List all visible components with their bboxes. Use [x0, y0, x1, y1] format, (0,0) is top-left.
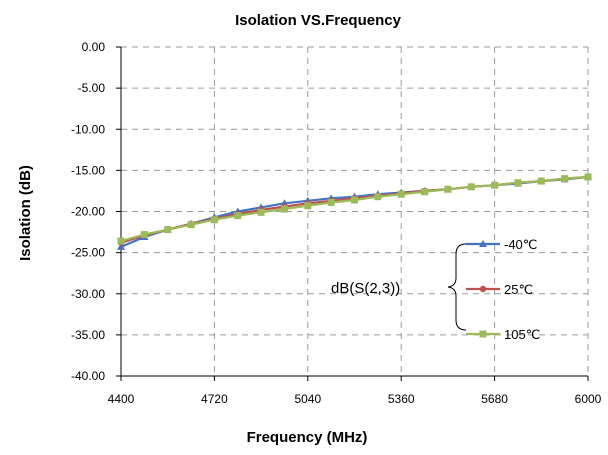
legend-brace — [447, 243, 467, 331]
y-tick-label: 0.00 — [82, 40, 106, 54]
data-point — [140, 231, 148, 239]
series-3 — [117, 173, 592, 245]
x-tick-label: 5360 — [388, 392, 415, 406]
x-tick-label: 4720 — [201, 392, 228, 406]
y-tick-label: -20.00 — [71, 205, 105, 219]
data-point — [351, 196, 358, 204]
series-line — [120, 175, 589, 244]
data-point — [327, 198, 335, 206]
data-point — [234, 212, 242, 220]
data-point — [164, 226, 172, 234]
y-tick-label: -40.00 — [71, 369, 105, 383]
data-point — [561, 175, 569, 183]
y-tick-label: -10.00 — [71, 122, 105, 136]
x-tick-label: 6000 — [575, 392, 602, 406]
data-point — [210, 216, 218, 224]
data-point — [514, 179, 522, 187]
data-point — [280, 205, 288, 213]
legend-item: 25℃ — [466, 282, 533, 297]
data-point — [467, 183, 475, 191]
legend: dB(S(2,3)) -40℃ 25℃ 105℃ — [331, 237, 540, 342]
data-point — [117, 237, 125, 245]
legend-item: -40℃ — [466, 237, 537, 252]
y-axis-title: Isolation (dB) — [17, 165, 34, 261]
legend-marker — [479, 285, 487, 293]
data-point — [117, 242, 125, 250]
y-tick-label: -35.00 — [71, 328, 105, 342]
data-point — [304, 202, 312, 210]
series — [117, 172, 592, 250]
data-point — [374, 193, 382, 201]
legend-item: 105℃ — [466, 327, 540, 342]
data-point — [397, 190, 405, 198]
data-point — [584, 173, 592, 181]
y-tick-label: -15.00 — [71, 163, 105, 177]
x-tick-label: 5680 — [481, 392, 508, 406]
data-point — [257, 208, 265, 216]
legend-group-label: dB(S(2,3)) — [331, 280, 400, 297]
data-point — [187, 221, 195, 229]
y-tick-label: -5.00 — [78, 81, 106, 95]
grid — [121, 46, 589, 376]
y-tick-label: -30.00 — [71, 287, 105, 301]
data-point — [537, 177, 545, 185]
legend-label: 25℃ — [504, 282, 533, 297]
legend-label: 105℃ — [504, 327, 540, 342]
legend-marker — [479, 330, 487, 338]
x-tick-label: 4400 — [108, 392, 135, 406]
data-point — [444, 185, 452, 193]
chart-title: Isolation VS.Frequency — [235, 12, 402, 29]
legend-marker — [479, 240, 487, 247]
x-tick-label: 5040 — [294, 392, 321, 406]
legend-label: -40℃ — [504, 237, 537, 252]
tick-labels: 0.00 -5.00 -10.00 -15.00 -20.00 -25.00 -30.00 -… — [71, 40, 602, 406]
y-tick-label: -25.00 — [71, 246, 105, 260]
axes — [116, 46, 589, 381]
legend-items: -40℃ 25℃ 105℃ — [466, 237, 540, 342]
data-point — [491, 181, 499, 189]
data-point — [421, 188, 429, 196]
series-line — [120, 175, 589, 243]
x-axis-title: Frequency (MHz) — [247, 429, 368, 446]
